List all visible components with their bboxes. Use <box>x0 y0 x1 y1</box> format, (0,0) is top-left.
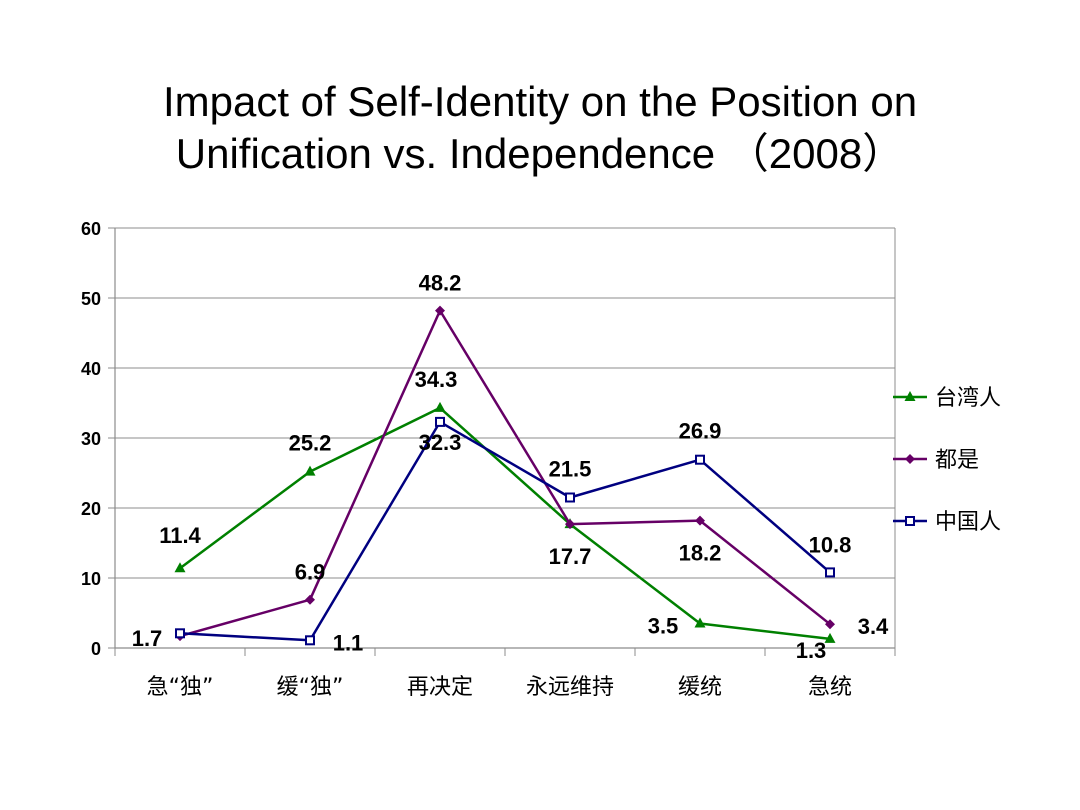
x-tick-label: 再决定 <box>407 675 473 700</box>
legend-label: 中国人 <box>935 510 1001 535</box>
data-point <box>435 416 445 427</box>
data-point <box>695 515 705 526</box>
data-label: 25.2 <box>289 431 332 456</box>
chart-title: Impact of Self-Identity on the Position … <box>0 76 1080 180</box>
data-label: 1.7 <box>132 626 163 651</box>
y-tick-label: 20 <box>81 499 101 519</box>
data-point <box>695 454 705 465</box>
y-tick-label: 60 <box>81 219 101 239</box>
data-label: 48.2 <box>419 271 462 296</box>
x-tick-label: 急统 <box>808 675 852 700</box>
data-label: 6.9 <box>295 560 326 585</box>
x-axis-ticks: 急“独” 缓“独” 再决定 永远维持 缓统 急统 <box>147 675 852 700</box>
legend-marker <box>905 516 915 526</box>
data-label: 17.7 <box>549 544 592 569</box>
legend-marker <box>904 391 916 401</box>
data-label: 26.9 <box>679 419 722 444</box>
series-line-3 <box>179 420 831 642</box>
legend-item-2: 都是 <box>893 448 979 473</box>
data-point <box>435 305 445 316</box>
data-labels: 11.4 25.2 34.3 3.5 1.3 1.7 6.9 48.2 17.7 18.2 3.4 1… <box>132 271 889 663</box>
data-point <box>825 619 835 630</box>
x-tick-label: 缓“独” <box>277 675 344 700</box>
legend-item-3: 中国人 <box>893 510 1001 535</box>
y-tick-label: 50 <box>81 289 101 309</box>
chart-title-line-1: Impact of Self-Identity on the Position … <box>162 78 918 126</box>
data-label: 11.4 <box>159 523 201 548</box>
x-tick-label: 缓统 <box>678 675 722 700</box>
legend-label: 都是 <box>935 448 979 473</box>
data-point <box>825 567 835 578</box>
data-point <box>434 401 446 412</box>
data-label: 3.5 <box>648 614 679 639</box>
data-label: 18.2 <box>679 541 722 566</box>
grid-lines <box>115 227 896 648</box>
axes <box>108 227 896 656</box>
data-label: 21.5 <box>549 457 592 482</box>
series-line-2 <box>179 309 831 638</box>
x-tick-label: 急“独” <box>147 675 214 700</box>
data-label: 10.8 <box>809 532 852 557</box>
legend-label: 台湾人 <box>935 386 1001 411</box>
y-tick-label: 30 <box>81 429 101 449</box>
data-label: 32.3 <box>419 430 462 455</box>
series-group <box>174 305 836 646</box>
x-tick-label: 永远维持 <box>526 675 614 700</box>
data-point <box>694 617 706 628</box>
data-label: 1.3 <box>796 638 827 663</box>
y-tick-label: 10 <box>81 569 101 589</box>
data-point <box>175 628 185 639</box>
series-line-1 <box>179 406 831 641</box>
data-point <box>174 562 186 573</box>
y-tick-label: 0 <box>91 639 101 659</box>
data-point <box>824 632 836 643</box>
data-label: 1.1 <box>333 630 364 655</box>
data-point <box>304 465 316 476</box>
data-label: 34.3 <box>415 367 458 392</box>
legend-item-1: 台湾人 <box>893 386 1001 411</box>
data-point <box>565 519 575 530</box>
chart-title-line-2: Unification vs. Independence （2008） <box>175 130 905 178</box>
data-label: 3.4 <box>858 614 889 639</box>
data-point <box>305 635 315 646</box>
y-tick-label: 40 <box>81 359 101 379</box>
legend-marker <box>905 454 915 464</box>
data-point <box>565 492 575 503</box>
data-point <box>305 594 315 605</box>
y-axis-ticks: 0 10 20 30 40 50 60 <box>81 219 101 659</box>
